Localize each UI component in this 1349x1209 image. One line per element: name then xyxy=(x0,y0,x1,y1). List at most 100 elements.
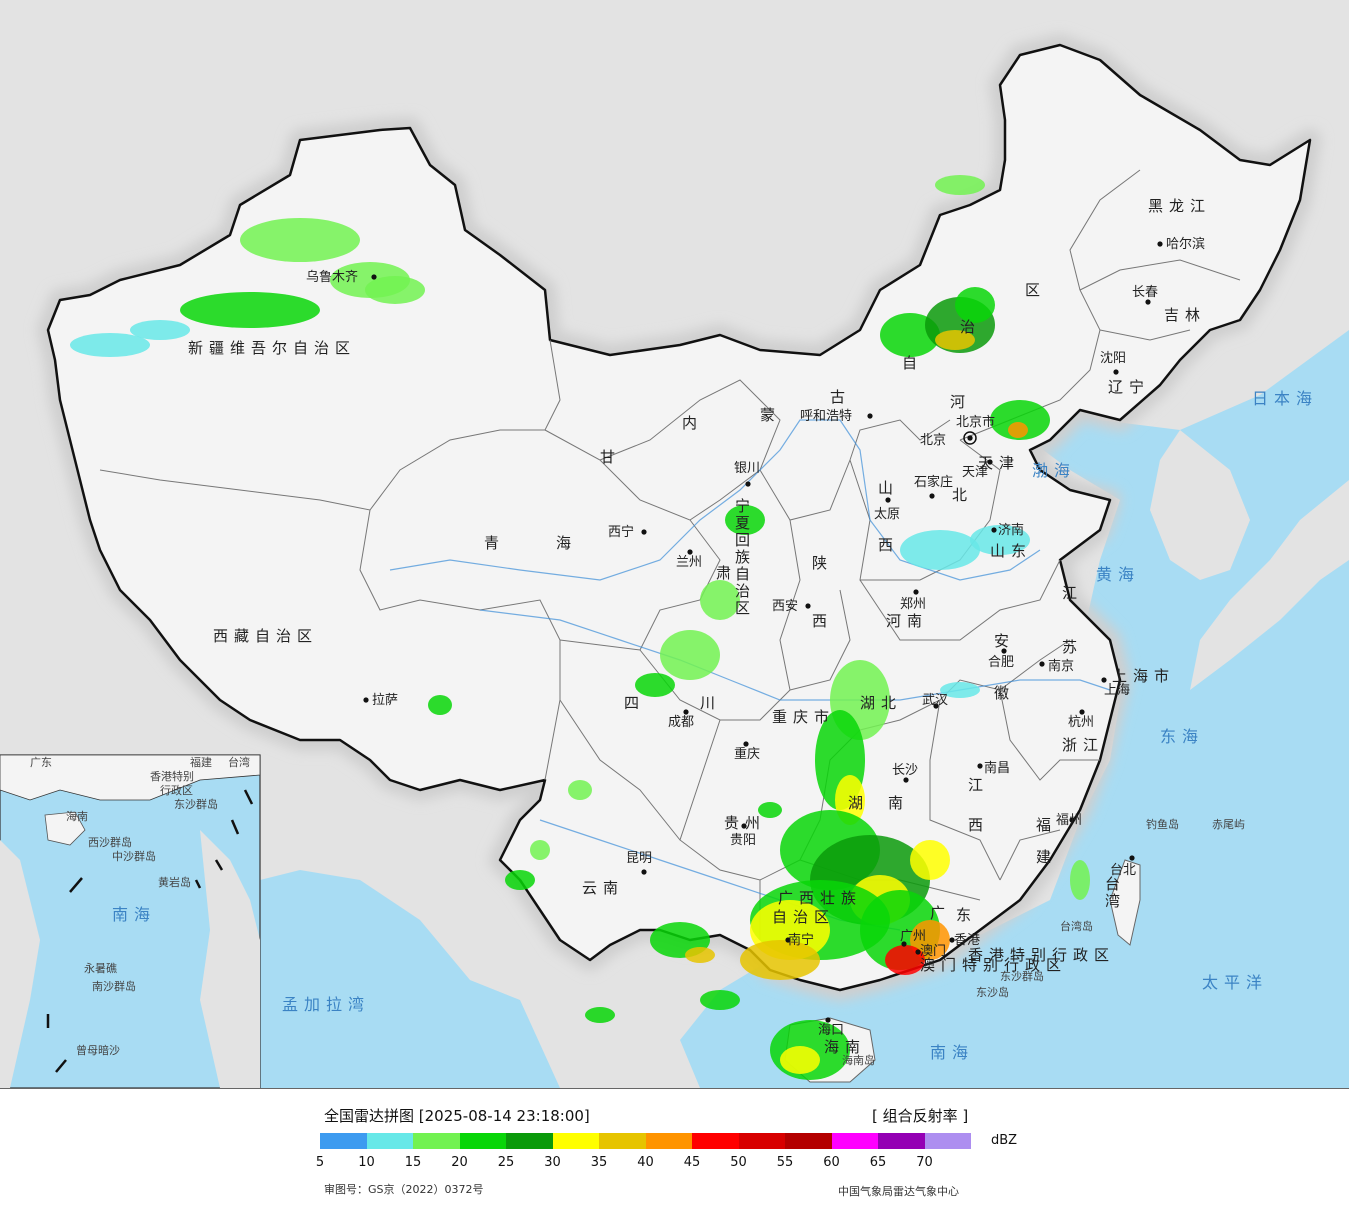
legend-swatch xyxy=(831,1133,878,1149)
city-label: 太原 xyxy=(874,507,900,522)
city-marker xyxy=(363,697,369,703)
approval-number: 审图号：GS京（2022）0372号 xyxy=(324,1183,484,1196)
city-marker xyxy=(745,481,751,487)
echo-cell xyxy=(725,505,765,535)
inset-label: 福建 xyxy=(190,755,212,769)
city-marker xyxy=(825,1017,831,1023)
inset-label: 香港特别 xyxy=(150,769,194,783)
echo-cell xyxy=(910,920,950,960)
legend-tick: 50 xyxy=(730,1155,747,1170)
korea-land xyxy=(1150,430,1250,580)
city-label: 郑州 xyxy=(900,597,926,612)
echo-cell xyxy=(900,530,980,570)
province-label: 广西壮族 xyxy=(778,889,862,907)
island-label: 钓鱼岛 xyxy=(1146,817,1179,831)
city-label: 石家庄 xyxy=(914,474,953,490)
province-label: 区 xyxy=(1025,281,1046,299)
city-label: 银川 xyxy=(734,461,760,476)
echo-cell xyxy=(635,673,675,697)
echo-cell xyxy=(568,780,592,800)
city-label: 北京市 xyxy=(956,414,995,430)
echo-cell xyxy=(885,945,925,975)
province-label: 新疆维吾尔自治区 xyxy=(188,339,356,357)
legend-swatch xyxy=(413,1133,460,1149)
city-marker xyxy=(991,527,997,533)
province-label: 青 xyxy=(484,534,505,552)
legend-swatch xyxy=(506,1133,553,1149)
inset-label: 中沙群岛 xyxy=(112,849,156,863)
city-marker xyxy=(933,703,939,709)
echo-cell xyxy=(585,1007,615,1023)
city-label: 哈尔滨 xyxy=(1166,236,1205,252)
province-label: 香港特别行政区 xyxy=(968,946,1115,964)
legend-swatch xyxy=(552,1133,599,1149)
province-label: 苏 xyxy=(1062,638,1083,656)
city-marker xyxy=(641,869,647,875)
province-label: 湖 xyxy=(848,794,869,812)
city-label: 广州 xyxy=(900,929,926,944)
province-label: 贵州 xyxy=(724,814,766,832)
legend-tick: 70 xyxy=(916,1155,933,1170)
city-marker xyxy=(785,937,791,943)
inset-label: 曾母暗沙 xyxy=(76,1043,120,1057)
city-label: 长沙 xyxy=(892,763,918,778)
city-label: 乌鲁木齐 xyxy=(306,269,358,285)
bay-of-bengal xyxy=(260,870,560,1088)
city-marker xyxy=(805,603,811,609)
city-marker xyxy=(1069,817,1075,823)
city-label: 重庆 xyxy=(734,746,760,762)
sea-label: 黄海 xyxy=(1096,565,1140,584)
province-label: 治 xyxy=(960,318,981,336)
legend-color-bar xyxy=(320,1133,971,1149)
province-label: 蒙 xyxy=(760,406,781,424)
radar-echoes xyxy=(20,175,1090,1080)
city-label: 贵阳 xyxy=(730,833,756,848)
echo-cell xyxy=(880,313,940,357)
island-label: 东沙岛 xyxy=(976,985,1009,999)
echo-cell xyxy=(990,400,1050,440)
city-label: 济南 xyxy=(998,522,1024,538)
inset-label: 行政区 xyxy=(160,783,193,797)
legend-swatch xyxy=(599,1133,646,1149)
island-label: 东沙群岛 xyxy=(1000,969,1044,983)
legend-tick: 45 xyxy=(683,1155,701,1170)
city-label: 天津 xyxy=(962,465,988,480)
city-label: 香港 xyxy=(954,933,980,948)
province-label: 肃 xyxy=(716,564,737,582)
province-label: 山 xyxy=(878,479,899,497)
province-label: 北 xyxy=(952,486,973,504)
sea-label: 日本海 xyxy=(1252,389,1318,408)
province-label: 浙江 xyxy=(1062,736,1104,754)
city-label: 沈阳 xyxy=(1100,351,1126,366)
city-marker xyxy=(915,949,921,955)
city-marker xyxy=(683,709,689,715)
echo-cell xyxy=(428,695,452,715)
inset-label: 西沙群岛 xyxy=(88,835,132,849)
province-label: 内 xyxy=(682,414,703,432)
echo-cell xyxy=(910,840,950,880)
province-label: 河 xyxy=(950,393,971,411)
city-marker xyxy=(641,529,647,535)
echo-cell xyxy=(1008,422,1028,438)
echo-cell xyxy=(240,218,360,262)
province-label: 自 xyxy=(902,354,923,372)
echo-cell xyxy=(130,320,190,340)
publisher: 中国气象局雷达气象中心 xyxy=(838,1185,959,1198)
city-marker xyxy=(867,413,873,419)
city-label: 兰州 xyxy=(676,555,702,570)
province-label: 福 xyxy=(1036,816,1057,834)
inset-label: 南沙群岛 xyxy=(92,979,136,993)
province-label: 辽宁 xyxy=(1108,378,1150,396)
inset-label: 广东 xyxy=(30,756,52,769)
legend-tick: 40 xyxy=(637,1155,654,1170)
echo-cell xyxy=(505,870,535,890)
legend-tick: 30 xyxy=(544,1155,561,1170)
city-marker xyxy=(967,435,973,441)
legend-tick: 35 xyxy=(590,1155,608,1170)
legend-unit: dBZ xyxy=(991,1133,1018,1148)
city-label: 西宁 xyxy=(608,524,634,540)
legend-panel: 全国雷达拼图 [2025-08-14 23:18:00] [ 组合反射率 ] d… xyxy=(0,1088,1349,1209)
city-marker xyxy=(987,459,993,465)
legend-tick: 65 xyxy=(869,1155,887,1170)
province-label: 西 xyxy=(812,612,833,630)
